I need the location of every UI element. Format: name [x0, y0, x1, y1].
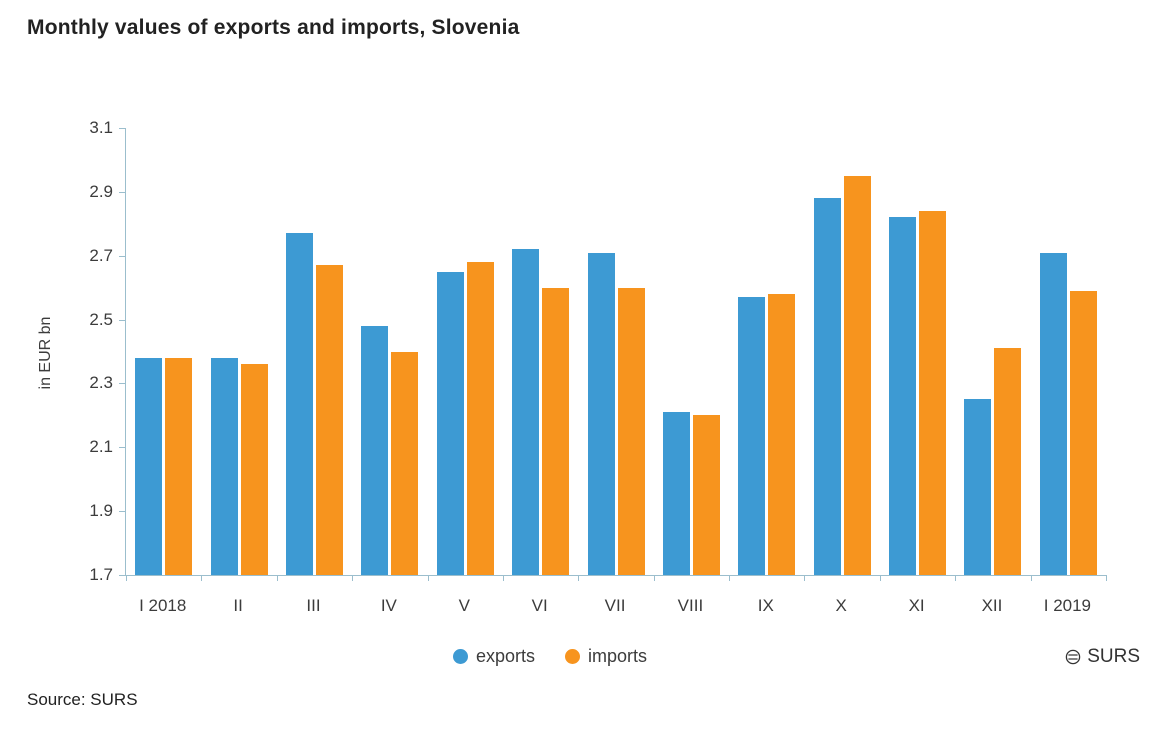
x-tick-mark — [201, 575, 203, 581]
x-tick-label: II — [233, 596, 243, 615]
x-tick-label: VIII — [677, 596, 704, 615]
bar-group — [503, 128, 578, 575]
legend-label-exports: exports — [475, 646, 535, 666]
legend: exports imports — [0, 646, 1100, 667]
bar-exports — [964, 399, 992, 575]
bar-exports — [210, 357, 238, 575]
x-tick-mark — [427, 575, 429, 581]
x-tick-mark — [352, 575, 354, 581]
bar-exports — [1039, 252, 1067, 575]
bar-exports — [738, 297, 766, 575]
x-tick-label: IV — [380, 596, 397, 615]
x-tick-mark — [126, 575, 127, 581]
bar-group — [201, 128, 276, 575]
bar-exports — [662, 412, 690, 575]
legend-item-imports: imports — [565, 646, 647, 667]
bar-exports — [285, 233, 313, 575]
y-tick-mark — [119, 128, 126, 129]
y-tick-mark — [119, 447, 126, 449]
x-tick-mark — [955, 575, 957, 581]
bar-imports — [542, 287, 570, 575]
bar-imports — [466, 262, 494, 575]
x-tick-label: X — [835, 596, 847, 615]
y-tick-label: 2.7 — [89, 245, 113, 265]
bar-exports — [889, 217, 917, 575]
bar-exports — [361, 325, 389, 575]
bar-group — [1031, 128, 1106, 575]
bars-container — [126, 128, 1106, 575]
bar-exports — [587, 252, 615, 575]
bar-imports — [843, 175, 871, 575]
bar-group — [805, 128, 880, 575]
x-tick-label: III — [306, 596, 321, 615]
y-tick-label: 1.9 — [89, 501, 113, 521]
legend-dot-imports — [565, 649, 580, 664]
bar-exports — [512, 249, 540, 575]
y-tick-mark — [119, 511, 126, 513]
bar-group — [654, 128, 729, 575]
bar-imports — [994, 348, 1022, 575]
x-tick-label: VII — [604, 596, 626, 615]
bar-imports — [768, 294, 796, 575]
bar-imports — [315, 265, 343, 575]
bar-group — [578, 128, 653, 575]
y-tick-label: 1.7 — [89, 565, 113, 584]
surs-logo-text: SURS — [1087, 646, 1140, 667]
bar-group — [428, 128, 503, 575]
bar-exports — [813, 198, 841, 575]
bar-group — [955, 128, 1030, 575]
y-tick-mark — [119, 319, 126, 321]
x-tick-mark — [578, 575, 580, 581]
x-tick-label: V — [458, 596, 470, 615]
bar-imports — [919, 211, 947, 575]
x-tick-mark — [729, 575, 731, 581]
x-axis-labels: I 2018 II III IV V VI VII VIII IX X XI XII I 2019 — [125, 596, 1105, 616]
bar-exports — [436, 271, 464, 575]
legend-dot-exports — [452, 649, 468, 664]
bar-imports — [1069, 290, 1097, 575]
x-tick-mark — [879, 575, 881, 581]
y-tick-label: 2.9 — [89, 181, 113, 201]
y-tick-mark — [119, 255, 126, 257]
x-tick-mark — [502, 575, 504, 581]
bar-imports — [165, 357, 193, 575]
surs-logo: SURS — [1065, 646, 1140, 668]
x-tick-label: I 2018 — [139, 596, 187, 615]
x-tick-label: XI — [908, 596, 925, 615]
y-axis-title: in EUR bn — [37, 316, 54, 390]
source-text: Source: SURS — [27, 690, 138, 709]
bar-group — [880, 128, 955, 575]
x-tick-label: VI — [531, 596, 548, 615]
x-tick-mark — [1030, 575, 1032, 581]
x-tick-label: I 2019 — [1043, 596, 1092, 615]
y-tick-label: 2.3 — [89, 373, 113, 393]
bar-group — [277, 128, 352, 575]
surs-logo-icon — [1065, 649, 1081, 665]
x-tick-label: XII — [981, 596, 1003, 615]
x-tick-mark — [276, 575, 278, 581]
bar-group — [729, 128, 804, 575]
y-tick-label: 2.1 — [89, 437, 113, 457]
chart-title: Monthly values of exports and imports, S… — [27, 16, 520, 39]
legend-item-exports: exports — [452, 646, 535, 667]
bar-group — [126, 128, 201, 575]
x-tick-mark — [1106, 575, 1107, 581]
bar-exports — [135, 357, 163, 575]
y-tick-label: 2.5 — [89, 309, 113, 329]
x-tick-mark — [804, 575, 806, 581]
y-tick-mark — [119, 575, 126, 576]
x-tick-mark — [653, 575, 655, 581]
bar-imports — [692, 415, 720, 575]
bar-imports — [391, 351, 419, 575]
plot-area: 1.7 1.9 2.1 2.3 2.5 2.7 2.9 3.1 — [89, 118, 1107, 584]
bar-imports — [240, 364, 268, 575]
bar-group — [352, 128, 427, 575]
bar-imports — [617, 287, 645, 575]
x-tick-label: IX — [757, 596, 774, 615]
legend-label-imports: imports — [588, 646, 648, 666]
y-tick-label: 3.1 — [89, 118, 113, 137]
y-tick-mark — [119, 191, 126, 193]
y-tick-mark — [119, 383, 126, 385]
